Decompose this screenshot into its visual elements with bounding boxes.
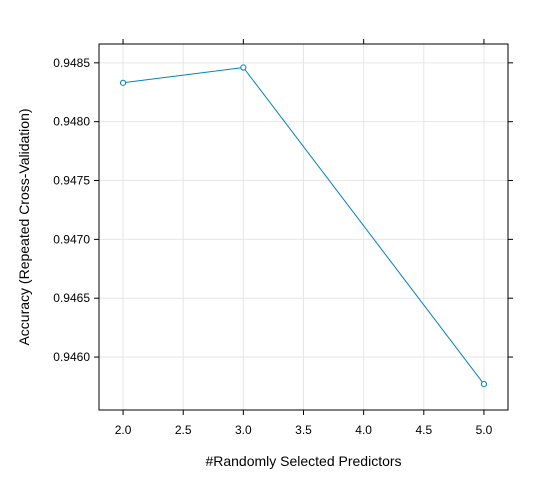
y-axis-title: Accuracy (Repeated Cross-Validation) xyxy=(16,108,32,345)
x-tick-label: 2.5 xyxy=(175,423,192,437)
x-tick-label: 5.0 xyxy=(476,423,493,437)
axis-ticks: 2.0 2.5 3.0 3.5 4.0 4.5 5.0 0.9460 0.9465 0.9470 0… xyxy=(53,39,513,437)
y-tick-label: 0.9460 xyxy=(53,350,90,364)
y-tick-label: 0.9485 xyxy=(53,56,90,70)
series xyxy=(119,64,488,388)
data-point xyxy=(119,79,127,86)
x-tick-label: 3.5 xyxy=(295,423,312,437)
y-tick-label: 0.9480 xyxy=(53,115,90,129)
x-tick-label: 4.5 xyxy=(415,423,432,437)
data-point xyxy=(480,381,488,388)
y-tick-label: 0.9470 xyxy=(53,232,90,246)
x-axis-title: #Randomly Selected Predictors xyxy=(205,453,401,469)
grid xyxy=(99,44,508,410)
y-tick-label: 0.9465 xyxy=(53,291,90,305)
x-tick-label: 2.0 xyxy=(115,423,132,437)
x-tick-label: 4.0 xyxy=(355,423,372,437)
x-tick-label: 3.0 xyxy=(235,423,252,437)
y-tick-label: 0.9475 xyxy=(53,174,90,188)
data-point xyxy=(240,64,247,71)
